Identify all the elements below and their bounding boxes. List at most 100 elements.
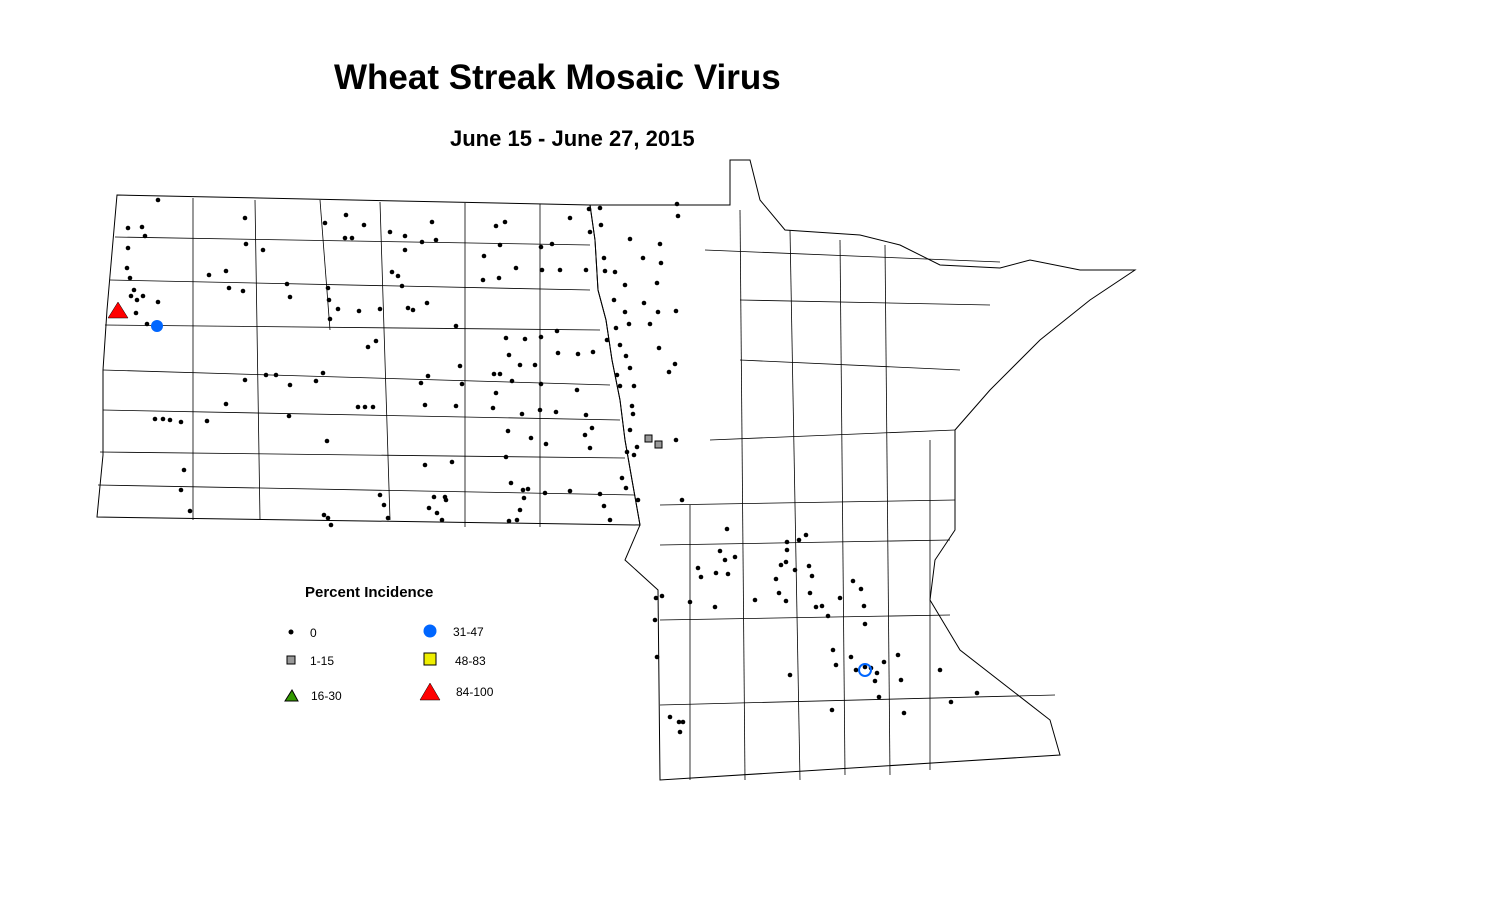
survey-point-0 — [948, 699, 954, 705]
county-boundary — [109, 279, 591, 291]
survey-point-0 — [627, 365, 633, 371]
survey-point-0 — [537, 407, 543, 413]
survey-point-0 — [655, 309, 661, 315]
map-title: Wheat Streak Mosaic Virus — [334, 58, 781, 97]
survey-point-0 — [273, 372, 279, 378]
survey-point-0 — [385, 515, 391, 521]
survey-point-0 — [631, 383, 637, 389]
survey-point-0 — [439, 517, 445, 523]
survey-point-0 — [405, 305, 411, 311]
survey-point-0 — [624, 449, 630, 455]
survey-point-0 — [152, 416, 158, 422]
survey-point-0 — [133, 310, 139, 316]
survey-point-0 — [622, 282, 628, 288]
survey-point-0 — [128, 293, 134, 299]
survey-point-0 — [287, 294, 293, 300]
legend-red-triangle-symbol — [419, 682, 441, 701]
survey-point-0 — [538, 244, 544, 250]
survey-point-0 — [673, 437, 679, 443]
survey-point-0 — [647, 321, 653, 327]
survey-point-0 — [674, 201, 680, 207]
survey-point-0 — [796, 537, 802, 543]
county-boundary — [739, 299, 991, 306]
survey-point-0 — [187, 508, 193, 514]
county-boundary — [102, 369, 611, 386]
survey-point-0 — [433, 237, 439, 243]
survey-point-0 — [778, 562, 784, 568]
survey-point-0 — [402, 233, 408, 239]
survey-point-0 — [328, 522, 334, 528]
legend-symbols — [284, 624, 441, 702]
survey-point-0 — [587, 229, 593, 235]
survey-point-0 — [532, 362, 538, 368]
survey-point-0 — [667, 714, 673, 720]
survey-point-0 — [656, 345, 662, 351]
survey-point-0 — [365, 344, 371, 350]
survey-point-0 — [874, 670, 880, 676]
survey-point-0 — [497, 242, 503, 248]
survey-point-0 — [503, 454, 509, 460]
survey-point-0 — [898, 677, 904, 683]
survey-point-0 — [858, 586, 864, 592]
legend-yellow-square-symbol — [423, 652, 437, 666]
survey-point-0 — [538, 334, 544, 340]
survey-point-0 — [598, 222, 604, 228]
legend-dot-symbol — [288, 629, 294, 635]
survey-point-0 — [837, 595, 843, 601]
survey-point-0 — [604, 337, 610, 343]
survey-point-0 — [349, 235, 355, 241]
survey-point-0 — [509, 378, 515, 384]
survey-point-0 — [506, 518, 512, 524]
county-boundary — [659, 694, 1056, 706]
survey-point-0 — [373, 338, 379, 344]
survey-point-0 — [773, 576, 779, 582]
survey-point-0 — [502, 219, 508, 225]
survey-point-0 — [713, 570, 719, 576]
survey-point-0 — [872, 678, 878, 684]
survey-point-0 — [167, 417, 173, 423]
survey-point-0 — [627, 427, 633, 433]
survey-point-0 — [567, 488, 573, 494]
survey-point-0 — [514, 517, 520, 523]
minnesota-outline — [589, 159, 1137, 781]
survey-point-0 — [861, 603, 867, 609]
survey-point-0 — [825, 613, 831, 619]
survey-point-0 — [497, 371, 503, 377]
survey-point-0 — [434, 510, 440, 516]
survey-point-0 — [654, 654, 660, 660]
survey-point-0 — [613, 325, 619, 331]
county-boundary — [99, 451, 626, 459]
county-boundary — [739, 359, 961, 371]
survey-point-0 — [513, 265, 519, 271]
legend-label: 1-15 — [310, 654, 335, 668]
survey-point-0 — [722, 557, 728, 563]
survey-point-0 — [320, 370, 326, 376]
survey-point-0 — [449, 459, 455, 465]
survey-point-0 — [631, 452, 637, 458]
survey-point-0 — [520, 487, 526, 493]
survey-point-0 — [459, 381, 465, 387]
survey-point-0 — [496, 275, 502, 281]
county-boundary — [884, 244, 891, 776]
survey-point-0 — [623, 485, 629, 491]
survey-point-0 — [574, 387, 580, 393]
survey-point-0 — [673, 308, 679, 314]
survey-point-0 — [140, 293, 146, 299]
survey-point-0 — [313, 378, 319, 384]
survey-point-0 — [443, 497, 449, 503]
survey-point-0 — [567, 215, 573, 221]
survey-point-0 — [387, 229, 393, 235]
county-boundary — [379, 201, 391, 521]
survey-point-0 — [481, 253, 487, 259]
survey-point-0 — [429, 219, 435, 225]
survey-point-0 — [627, 236, 633, 242]
survey-point-0 — [698, 574, 704, 580]
survey-point-0 — [243, 241, 249, 247]
survey-point-0 — [480, 277, 486, 283]
survey-point-0 — [583, 412, 589, 418]
survey-point-0 — [505, 428, 511, 434]
county-boundary — [659, 614, 951, 621]
survey-point-0 — [612, 269, 618, 275]
survey-point-0 — [850, 578, 856, 584]
survey-point-0 — [326, 297, 332, 303]
